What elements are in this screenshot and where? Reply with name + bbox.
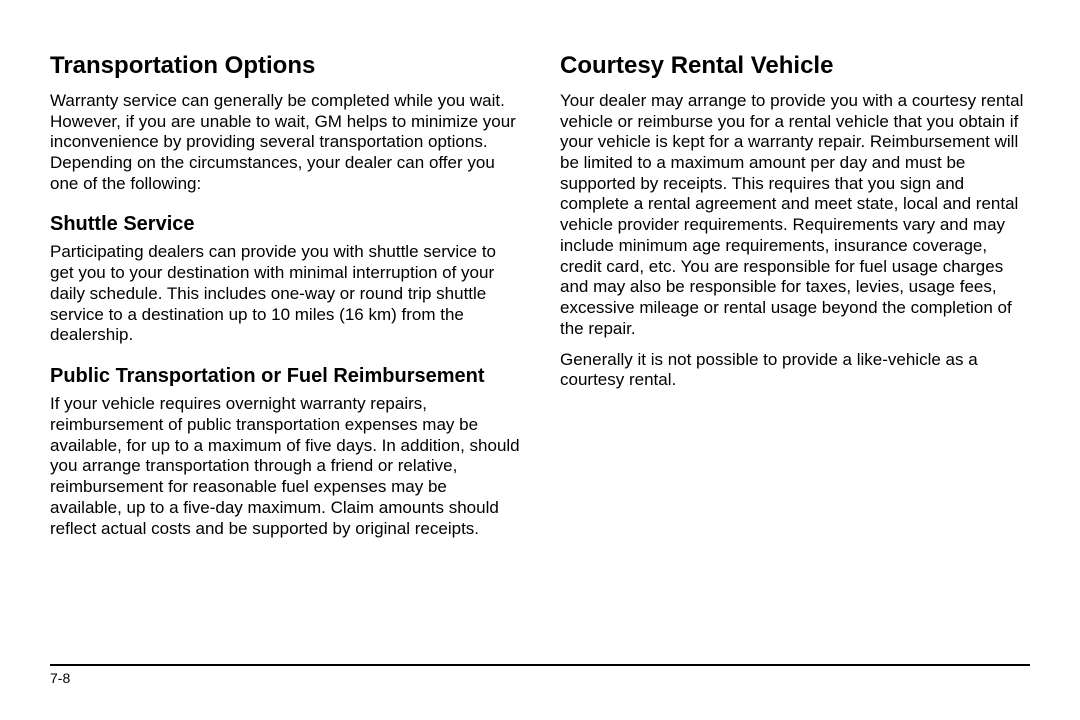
courtesy-rental-body-1: Your dealer may arrange to provide you w…	[560, 91, 1030, 340]
transportation-options-heading: Transportation Options	[50, 52, 520, 81]
transportation-options-intro: Warranty service can generally be comple…	[50, 91, 520, 195]
page-footer: 7-8	[50, 664, 1030, 686]
right-column: Courtesy Rental Vehicle Your dealer may …	[560, 52, 1030, 664]
public-transport-heading: Public Transportation or Fuel Reimbursem…	[50, 364, 520, 388]
courtesy-rental-heading: Courtesy Rental Vehicle	[560, 52, 1030, 81]
page-number: 7-8	[50, 670, 1030, 686]
courtesy-rental-body-2: Generally it is not possible to provide …	[560, 350, 1030, 391]
shuttle-service-body: Participating dealers can provide you wi…	[50, 242, 520, 346]
public-transport-body: If your vehicle requires overnight warra…	[50, 394, 520, 539]
document-page: Transportation Options Warranty service …	[0, 0, 1080, 720]
shuttle-service-heading: Shuttle Service	[50, 212, 520, 236]
two-column-layout: Transportation Options Warranty service …	[50, 52, 1030, 664]
footer-rule	[50, 664, 1030, 666]
left-column: Transportation Options Warranty service …	[50, 52, 520, 664]
